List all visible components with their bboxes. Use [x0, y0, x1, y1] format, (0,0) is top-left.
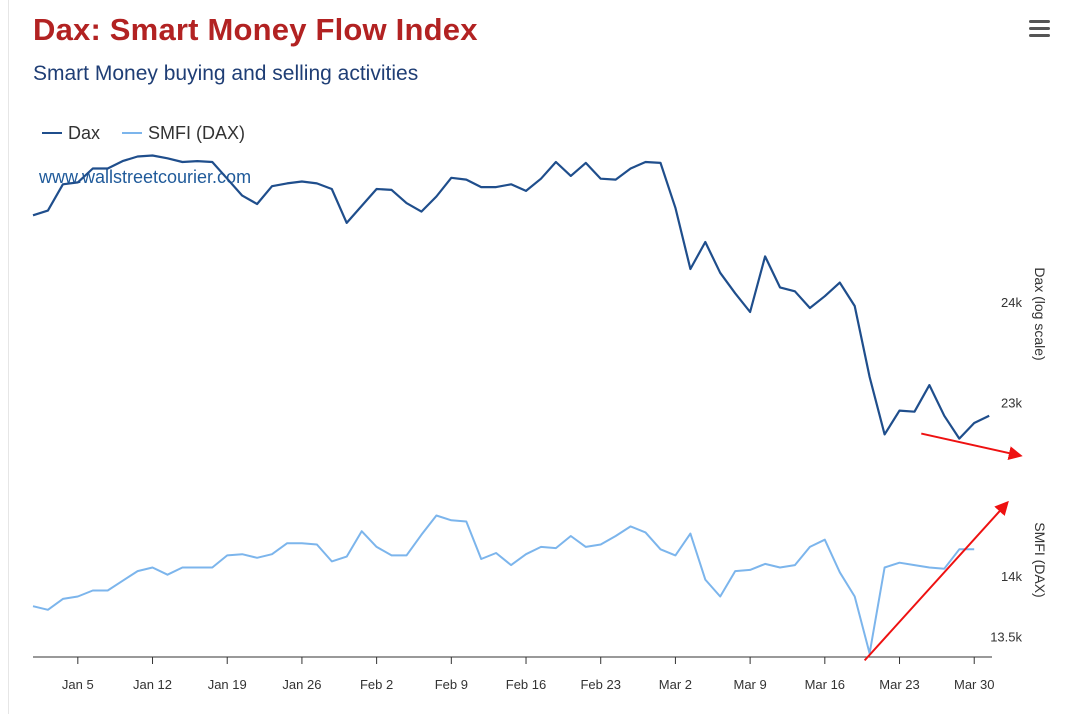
x-tick-label: Jan 12 [133, 677, 172, 692]
legend-swatch-dax [42, 132, 62, 134]
series-line-smfi [32, 514, 975, 655]
axis-title-dax: Dax (log scale) [1032, 267, 1048, 360]
axis-title-smfi: SMFI (DAX) [1032, 522, 1048, 597]
trend-arrow-smfi [863, 500, 1009, 662]
x-tick-label: Mar 30 [954, 677, 994, 692]
chart-subtitle: Smart Money buying and selling activitie… [33, 62, 419, 85]
x-tick-label: Feb 16 [506, 677, 546, 692]
x-tick-label: Feb 23 [580, 677, 620, 692]
y-tick-label-dax: 24k [1001, 295, 1022, 310]
chart-title: Dax: Smart Money Flow Index [33, 12, 478, 47]
x-tick-label: Mar 9 [734, 677, 767, 692]
legend-label-smfi: SMFI (DAX) [148, 122, 246, 143]
trend-arrow-dax [921, 432, 1023, 460]
y-tick-label-dax: 23k [1001, 395, 1022, 410]
x-tick-label: Feb 9 [435, 677, 468, 692]
legend-item-dax[interactable]: Dax [42, 123, 100, 144]
x-tick-label: Mar 2 [659, 677, 692, 692]
frame-border [8, 0, 9, 714]
x-tick-label: Mar 23 [879, 677, 919, 692]
series-line-dax [32, 154, 990, 440]
y-tick-label-smfi: 13.5k [990, 629, 1022, 644]
legend-label-dax: Dax [68, 122, 101, 143]
x-tick-label: Mar 16 [805, 677, 845, 692]
x-tick-label: Jan 26 [282, 677, 321, 692]
x-tick-label: Jan 19 [208, 677, 247, 692]
hamburger-menu-icon[interactable] [1026, 17, 1052, 41]
y-tick-label-smfi: 14k [1001, 569, 1022, 584]
x-tick-label: Feb 2 [360, 677, 393, 692]
x-tick-label: Jan 5 [62, 677, 94, 692]
watermark-text: www.wallstreetcourier.com [39, 167, 252, 187]
chart-legend: Dax SMFI (DAX) [42, 122, 245, 144]
legend-item-smfi[interactable]: SMFI (DAX) [122, 123, 245, 144]
legend-swatch-smfi [122, 132, 143, 134]
